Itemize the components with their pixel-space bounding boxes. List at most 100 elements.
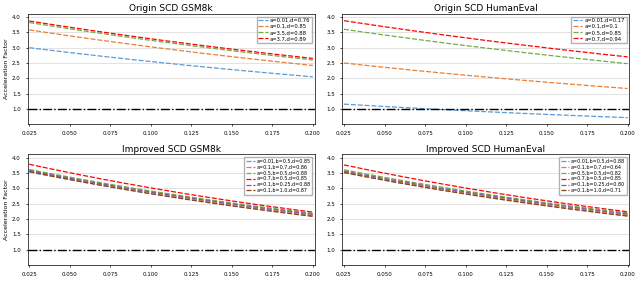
a=3.7,d=0.89 bbox=[195, 43, 202, 47]
a=0.01,d=0.76 bbox=[309, 75, 317, 78]
a=0.5,b=0.5,d=0.88 bbox=[26, 168, 33, 171]
a=0.1,b=0.25,d=0.80 bbox=[341, 169, 349, 173]
a=0.1,b=0.25,d=0.88 bbox=[282, 209, 290, 213]
Legend: a=0.01,b=0.5,d=0.85, a=0.1,b=0.7,d=0.86, a=0.5,b=0.5,d=0.88, a=0.7,b=0.5,d=0.85,: a=0.01,b=0.5,d=0.85, a=0.1,b=0.7,d=0.86,… bbox=[244, 157, 312, 195]
a=0.1,b=1.0,d=0.71 bbox=[340, 171, 348, 174]
a=0.1,b=1.0,d=0.71 bbox=[509, 200, 516, 203]
a=0.5,d=0.85 bbox=[624, 62, 632, 65]
a=0.01,b=0.5,d=0.88 bbox=[341, 171, 349, 175]
a=0.01,d=0.17 bbox=[341, 103, 349, 106]
a=0.01,b=0.5,d=0.85 bbox=[264, 209, 272, 212]
a=0.7,b=0.5,d=0.85 bbox=[195, 194, 202, 198]
Legend: a=0.01,b=0.5,d=0.88, a=0.1,b=0.7,d=0.64, a=0.5,b=0.5,d=0.82, a=0.7,b=0.5,d=0.85,: a=0.01,b=0.5,d=0.88, a=0.1,b=0.7,d=0.64,… bbox=[559, 157, 627, 195]
a=0.5,b=0.5,d=0.82 bbox=[508, 196, 516, 200]
a=0.01,b=0.5,d=0.85 bbox=[26, 170, 33, 174]
a=0.7,b=0.5,d=0.85 bbox=[26, 163, 33, 166]
Line: a=0.7,b=0.5,d=0.85: a=0.7,b=0.5,d=0.85 bbox=[344, 165, 628, 212]
a=0.1,b=0.7,d=0.64 bbox=[579, 208, 587, 211]
a=0.01,b=0.5,d=0.85 bbox=[193, 199, 201, 202]
a=0.01,d=0.76 bbox=[193, 65, 201, 68]
a=0.1,b=0.25,d=0.80 bbox=[509, 198, 516, 201]
Line: a=0.01,b=0.5,d=0.88: a=0.01,b=0.5,d=0.88 bbox=[344, 173, 628, 216]
a=0.1,b=0.25,d=0.80 bbox=[597, 209, 605, 212]
a=0.7,b=0.5,d=0.85 bbox=[26, 163, 34, 166]
a=3.7,d=0.89 bbox=[264, 52, 272, 55]
a=0.5,d=0.85 bbox=[579, 57, 587, 61]
Y-axis label: Acceleration Factor: Acceleration Factor bbox=[4, 39, 9, 99]
a=0.01,d=0.76 bbox=[26, 46, 33, 49]
a=0.1,b=0.7,d=0.64 bbox=[624, 213, 632, 217]
a=0.7,d=0.94 bbox=[341, 19, 349, 22]
a=0.5,d=0.85 bbox=[597, 59, 605, 63]
a=0.1,b=0.25,d=0.80 bbox=[624, 212, 632, 216]
a=3.5,d=0.88 bbox=[282, 55, 290, 59]
a=3.5,d=0.88 bbox=[264, 53, 272, 57]
Title: Improved SCD HumanEval: Improved SCD HumanEval bbox=[426, 145, 545, 154]
a=0.01,b=0.5,d=0.88 bbox=[340, 171, 348, 174]
a=3.7,d=0.89 bbox=[26, 19, 34, 23]
a=0.7,d=0.94 bbox=[508, 42, 516, 45]
a=0.1,b=0.25,d=0.88 bbox=[199, 198, 207, 201]
a=0.7,b=0.5,d=0.85 bbox=[309, 210, 317, 214]
a=0.5,b=0.5,d=0.88 bbox=[193, 196, 201, 200]
Line: a=0.1,d=0.1: a=0.1,d=0.1 bbox=[344, 63, 628, 89]
a=0.5,b=0.5,d=0.82 bbox=[340, 168, 348, 171]
a=0.1,b=1.0,d=0.71 bbox=[514, 200, 522, 203]
a=0.01,b=0.5,d=0.85 bbox=[26, 171, 34, 174]
a=0.1,b=0.7,d=0.64 bbox=[340, 170, 348, 173]
a=3.7,d=0.89 bbox=[199, 44, 207, 47]
a=0.01,d=0.17 bbox=[579, 114, 587, 118]
a=0.1,d=0.1 bbox=[514, 78, 522, 81]
a=0.01,d=0.17 bbox=[340, 103, 348, 106]
a=0.5,b=0.5,d=0.82 bbox=[624, 211, 632, 215]
a=0.7,b=0.5,d=0.85 bbox=[341, 163, 349, 167]
a=0.01,d=0.17 bbox=[597, 115, 605, 118]
a=0.01,b=0.5,d=0.88 bbox=[597, 211, 605, 214]
a=0.1,b=0.7,d=0.86 bbox=[26, 169, 34, 173]
a=0.01,d=0.17 bbox=[514, 112, 522, 115]
Line: a=0.5,b=0.5,d=0.82: a=0.5,b=0.5,d=0.82 bbox=[344, 170, 628, 213]
a=0.5,b=0.5,d=0.88 bbox=[309, 212, 317, 215]
a=0.1,b=0.7,d=0.64 bbox=[514, 199, 522, 202]
a=0.7,d=0.94 bbox=[514, 43, 522, 46]
Line: a=3.5,d=0.88: a=3.5,d=0.88 bbox=[29, 22, 313, 60]
a=0.7,b=0.5,d=0.85 bbox=[579, 204, 587, 208]
a=0.5,b=0.5,d=0.88 bbox=[199, 197, 207, 201]
Title: Improved SCD GSM8k: Improved SCD GSM8k bbox=[122, 145, 221, 154]
a=3.7,d=0.89 bbox=[309, 57, 317, 60]
Legend: a=0.01,d=0.76, a=0.1,d=0.85, a=3.5,d=0.88, a=3.7,d=0.89: a=0.01,d=0.76, a=0.1,d=0.85, a=3.5,d=0.8… bbox=[257, 17, 312, 43]
a=3.7,d=0.89 bbox=[193, 43, 201, 47]
a=0.01,d=0.17 bbox=[624, 116, 632, 119]
a=0.1,b=1.0,d=0.71 bbox=[341, 171, 349, 175]
a=3.7,d=0.89 bbox=[26, 19, 33, 23]
a=0.1,d=0.1 bbox=[624, 87, 632, 90]
a=0.1,b=1.0,d=0.71 bbox=[597, 211, 605, 215]
a=0.5,b=0.5,d=0.82 bbox=[514, 197, 522, 200]
a=0.1,b=0.7,d=0.86 bbox=[282, 210, 290, 213]
a=0.1,b=0.7,d=0.64 bbox=[597, 210, 605, 213]
a=0.7,b=0.5,d=0.85 bbox=[508, 194, 516, 197]
a=0.1,b=1.0,d=0.71 bbox=[624, 214, 632, 218]
a=0.5,d=0.85 bbox=[509, 49, 516, 53]
a=0.1,d=0.85 bbox=[193, 51, 201, 54]
a=0.01,d=0.76 bbox=[264, 71, 272, 75]
a=0.1,d=0.1 bbox=[340, 61, 348, 65]
a=0.01,b=0.5,d=0.88 bbox=[509, 199, 516, 203]
a=0.1,b=1.0,d=0.87 bbox=[26, 170, 33, 173]
a=0.1,b=0.7,d=0.86 bbox=[264, 208, 272, 211]
a=0.5,d=0.85 bbox=[508, 49, 516, 53]
a=0.1,b=0.25,d=0.80 bbox=[514, 198, 522, 201]
a=0.1,d=0.1 bbox=[597, 85, 605, 88]
Line: a=0.01,b=0.5,d=0.85: a=0.01,b=0.5,d=0.85 bbox=[29, 172, 313, 216]
a=0.1,d=0.1 bbox=[509, 78, 516, 81]
a=0.5,b=0.5,d=0.88 bbox=[264, 206, 272, 210]
a=0.1,b=0.25,d=0.80 bbox=[508, 197, 516, 201]
a=0.7,d=0.94 bbox=[340, 19, 348, 22]
a=0.7,d=0.94 bbox=[597, 52, 605, 56]
a=0.7,b=0.5,d=0.85 bbox=[282, 207, 290, 210]
a=0.01,b=0.5,d=0.85 bbox=[195, 199, 202, 202]
a=0.01,b=0.5,d=0.85 bbox=[309, 214, 317, 217]
a=0.1,b=0.7,d=0.86 bbox=[195, 198, 202, 201]
a=0.1,b=1.0,d=0.87 bbox=[193, 199, 201, 203]
Line: a=0.1,d=0.85: a=0.1,d=0.85 bbox=[29, 30, 313, 65]
